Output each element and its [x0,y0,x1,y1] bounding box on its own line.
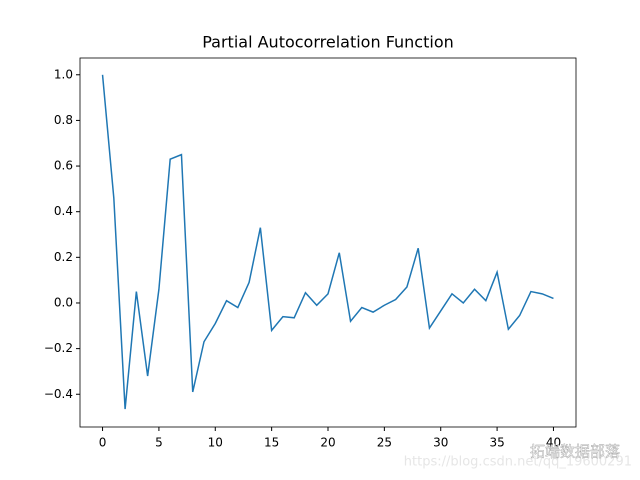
x-tick-label: 35 [489,436,504,450]
y-tick-label: −0.2 [44,341,73,355]
y-tick-label: 0.8 [54,113,73,127]
y-tick-label: −0.4 [44,387,73,401]
x-tick-label: 15 [264,436,279,450]
plot-frame [79,57,577,428]
x-tick-label: 25 [377,436,392,450]
y-tick-label: 0.0 [54,295,73,309]
y-tick-label: 0.4 [54,204,73,218]
x-tick-label: 40 [546,436,561,450]
chart-title: Partial Autocorrelation Function [202,33,454,52]
y-tick-label: 0.2 [54,250,73,264]
x-tick-label: 0 [99,436,107,450]
x-tick-label: 5 [155,436,163,450]
watermark-brand: 拓端数据部落 [530,443,620,461]
y-tick-label: 0.6 [54,159,73,173]
x-tick-label: 10 [208,436,223,450]
watermark-url: https://blog.csdn.net/qq_19600291 [404,455,632,470]
x-tick-label: 30 [433,436,448,450]
y-tick-label: 1.0 [54,67,73,81]
x-tick-label: 20 [320,436,335,450]
data-line [101,74,554,410]
